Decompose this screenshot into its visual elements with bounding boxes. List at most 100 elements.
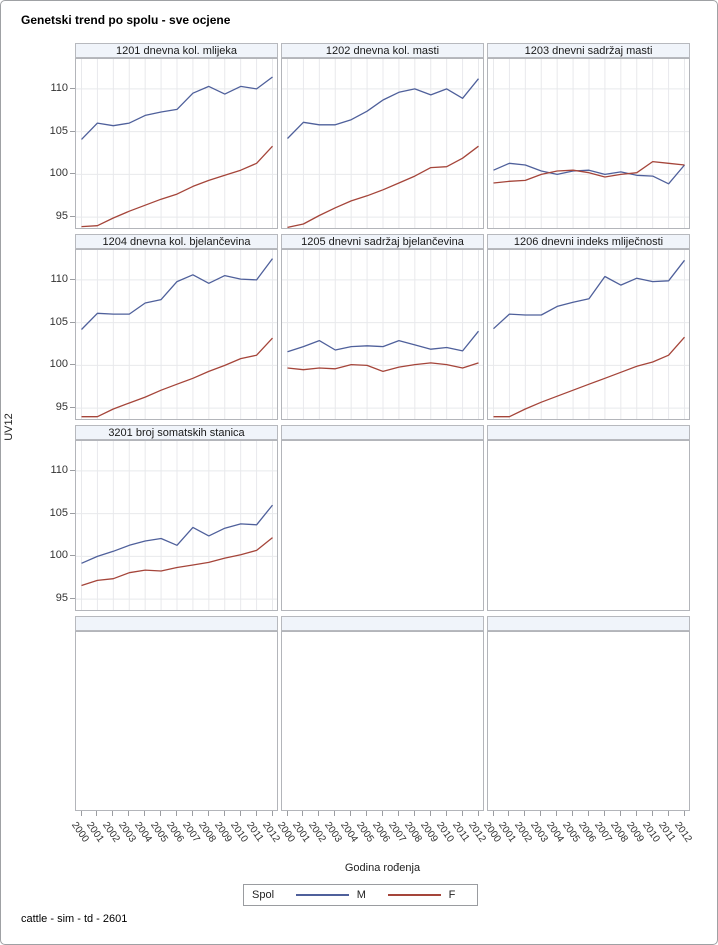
- panel-plot: [281, 249, 484, 420]
- panel-header: 1202 dnevna kol. masti: [281, 43, 484, 58]
- y-tick-label: 105: [49, 506, 68, 519]
- x-tick-mark: [128, 811, 130, 816]
- y-tick-mark: [70, 555, 75, 557]
- legend-entry-label: F: [448, 889, 456, 901]
- line-chart: [76, 441, 277, 610]
- panel-plot: [75, 440, 278, 611]
- male-trend-line: [81, 504, 274, 564]
- x-tick-mark: [350, 811, 352, 816]
- panel-header-empty: [281, 616, 484, 631]
- female-trend-line: [81, 337, 273, 418]
- x-tick-mark: [508, 811, 510, 816]
- line-chart: [76, 59, 277, 228]
- x-tick-mark: [572, 811, 574, 816]
- y-tick-label: 110: [50, 81, 68, 94]
- x-tick-mark: [588, 811, 589, 816]
- panel-header: 3201 broj somatskih stanica: [75, 425, 278, 440]
- y-tick-mark: [70, 130, 75, 132]
- legend-entry-label: M: [356, 889, 366, 901]
- male-trend-line: [287, 330, 480, 353]
- male-trend-line: [81, 258, 274, 330]
- x-tick-mark: [96, 811, 98, 816]
- y-tick-label: 95: [55, 592, 68, 605]
- panel-header-empty: [281, 425, 484, 440]
- panel-plot: [281, 58, 484, 229]
- male-trend-line: [493, 162, 685, 185]
- x-tick-mark: [651, 811, 653, 816]
- female-trend-line: [493, 336, 685, 418]
- line-chart: [488, 59, 689, 228]
- x-tick-mark: [239, 811, 241, 816]
- female-trend-line: [287, 362, 479, 373]
- figure-title: Genetski trend po spolu - sve ocjene: [21, 13, 231, 27]
- male-trend-line: [81, 76, 273, 140]
- line-chart: [282, 59, 483, 228]
- x-tick-mark: [223, 811, 225, 816]
- x-tick-mark: [477, 811, 479, 816]
- x-tick-mark: [461, 811, 463, 816]
- y-tick-mark: [70, 469, 75, 471]
- legend-line-sample: [295, 894, 349, 896]
- legend-line-sample: [387, 894, 441, 896]
- y-tick-label: 105: [49, 124, 68, 137]
- female-trend-line: [81, 537, 273, 587]
- x-tick-mark: [524, 811, 526, 816]
- x-tick-mark: [112, 811, 114, 816]
- panel-header: 1205 dnevni sadržaj bjelančevina: [281, 234, 484, 249]
- x-tick-mark: [619, 811, 621, 816]
- y-tick-label: 100: [49, 358, 68, 371]
- female-trend-line: [81, 145, 273, 228]
- x-tick-mark: [667, 811, 669, 816]
- x-tick-mark: [207, 811, 209, 816]
- line-chart: [76, 250, 277, 419]
- x-tick-mark: [255, 811, 257, 816]
- y-tick-label: 105: [49, 315, 68, 328]
- y-tick-mark: [70, 278, 75, 280]
- x-tick-mark: [302, 811, 304, 816]
- y-tick-mark: [70, 407, 75, 409]
- y-tick-mark: [70, 364, 75, 366]
- y-tick-mark: [70, 321, 75, 323]
- legend-entry: M: [295, 889, 366, 901]
- panel-plot-empty: [75, 631, 278, 811]
- x-tick-label: 2012: [671, 820, 694, 845]
- panel-header-empty: [75, 616, 278, 631]
- x-axis-title: Godina rođenja: [344, 862, 421, 874]
- panel-header: 1206 dnevni indeks mliječnosti: [487, 234, 690, 249]
- male-trend-line: [287, 78, 480, 139]
- x-tick-mark: [271, 811, 273, 816]
- y-axis-title: UV12: [3, 413, 15, 441]
- x-tick-mark: [429, 811, 431, 816]
- x-tick-mark: [540, 811, 542, 816]
- x-tick-mark: [144, 811, 146, 816]
- panel-plot: [75, 249, 278, 420]
- x-tick-mark: [603, 811, 605, 816]
- x-tick-mark: [382, 811, 383, 816]
- x-tick-mark: [635, 811, 637, 816]
- y-tick-label: 100: [49, 549, 68, 562]
- x-tick-mark: [334, 811, 336, 816]
- panel-plot-empty: [487, 440, 690, 611]
- x-tick-mark: [683, 811, 685, 816]
- x-tick-mark: [176, 811, 177, 816]
- female-trend-line: [287, 145, 479, 228]
- y-tick-label: 95: [55, 210, 68, 223]
- y-tick-label: 100: [49, 167, 68, 180]
- female-trend-line: [493, 160, 685, 184]
- y-tick-mark: [70, 512, 75, 514]
- panel-plot: [75, 58, 278, 229]
- x-tick-mark: [445, 811, 447, 816]
- line-chart: [282, 250, 483, 419]
- y-tick-label: 110: [50, 463, 68, 476]
- x-tick-mark: [397, 811, 399, 816]
- y-tick-label: 95: [55, 401, 68, 414]
- y-tick-mark: [70, 87, 75, 89]
- legend-entry: F: [387, 889, 456, 901]
- line-chart: [488, 250, 689, 419]
- x-tick-mark: [160, 811, 162, 816]
- y-tick-mark: [70, 173, 75, 175]
- panel-header-empty: [487, 616, 690, 631]
- x-tick-mark: [191, 811, 193, 816]
